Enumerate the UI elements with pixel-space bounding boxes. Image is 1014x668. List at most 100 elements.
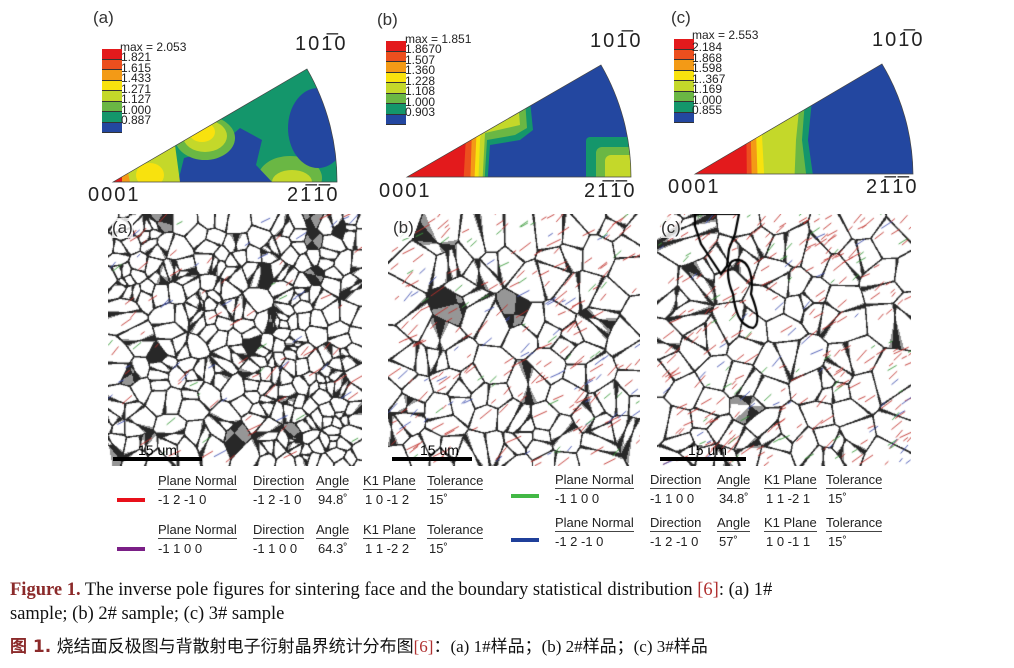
caption-en-line-2: sample; (b) 2# sample; (c) 3# sample: [10, 604, 285, 624]
colorbar-tick: 1.615: [121, 60, 152, 75]
colorbar-tick: 1.169: [692, 82, 723, 96]
colorbar-swatch: [386, 41, 406, 52]
pole-figure-b-corner-right: 21̅1̅0: [584, 180, 637, 202]
legend-value-k1-plane: 1 1 -2 2: [365, 541, 410, 556]
legend-value-k1-plane: 1 0 -1 1: [766, 534, 811, 549]
scale-bar-b: [392, 457, 472, 461]
legend-header: Direction: [253, 473, 305, 490]
legend-header: Plane Normal: [555, 472, 634, 489]
legend-value-tolerance: 15˚: [429, 541, 448, 556]
grain-boundary-map-c: [657, 214, 911, 466]
caption-zh-label: 图 1.: [10, 637, 52, 657]
legend-value-tolerance: 15˚: [828, 534, 847, 549]
colorbar-tick: 1..367: [692, 71, 726, 86]
scale-bar-c: [660, 457, 746, 461]
legend-header: Direction: [650, 515, 702, 532]
colorbar-swatch: [386, 83, 406, 94]
scale-bar-b-text: 15 um: [420, 442, 459, 458]
pole-figure-c-max: max = 2.553: [692, 28, 759, 42]
colorbar-swatch: [674, 81, 694, 92]
pole-figure-b-corner-top: 101̅0: [590, 30, 643, 52]
colorbar-tick: 1.598: [692, 61, 723, 75]
legend-header: Tolerance: [826, 472, 883, 489]
colorbar-tick: 2.184: [692, 40, 723, 54]
colorbar-swatch: [386, 104, 406, 115]
legend-header: K1 Plane: [363, 522, 416, 539]
colorbar-swatch: [674, 112, 694, 123]
caption-zh-ref[interactable]: [6]: [413, 637, 434, 656]
boundary-color-swatch: [117, 498, 145, 502]
colorbar-swatch: [102, 101, 122, 112]
pole-figure-b-ticks: 1.8670 1.507 1.360 1.228 1.108 1.000 0.903: [405, 43, 442, 119]
colorbar-tick: 1.821: [121, 50, 152, 64]
grain-boundary-map-b: [388, 214, 640, 466]
pole-figure-a-corner-left: 0001: [88, 184, 141, 206]
inverse-pole-figures: [111, 63, 914, 183]
grain-map-b-label: (b): [393, 218, 414, 238]
legend-value-k1-plane: 1 1 -2 1: [766, 491, 811, 506]
pole-figure-c-corner-right: 21̅1̅0: [866, 176, 919, 198]
legend-value-direction: -1 1 0 0: [253, 541, 298, 556]
caption-zh-text: 烧结面反极图与背散射电子衍射晶界统计分布图: [51, 637, 414, 657]
scale-bar-a: [113, 457, 202, 461]
legend-header: K1 Plane: [764, 472, 817, 489]
colorbar-tick: 1.000: [121, 102, 152, 117]
legend-value-tolerance: 15˚: [429, 492, 448, 507]
legend-header: Direction: [253, 522, 305, 539]
colorbar-tick: 0.887: [121, 113, 152, 127]
colorbar-swatch: [102, 70, 122, 81]
pole-figure-b-corner-left: 0001: [379, 180, 432, 202]
legend-value-direction: -1 2 -1 0: [253, 492, 302, 507]
legend-value-tolerance: 15˚: [828, 491, 847, 506]
caption-en-line-1: Figure 1. The inverse pole figures for s…: [10, 580, 772, 601]
legend-header: K1 Plane: [764, 515, 817, 532]
pole-figure-a-max: max = 2.053: [120, 40, 187, 54]
legend-header: Angle: [717, 472, 751, 489]
caption-zh: 图 1. 烧结面反极图与背散射电子衍射晶界统计分布图[6]：(a) 1#样品；(…: [10, 632, 708, 657]
pole-figure-b-max: max = 1.851: [405, 32, 472, 46]
caption-en-text: The inverse pole figures for sintering f…: [80, 580, 698, 600]
boundary-color-swatch: [511, 538, 539, 542]
colorbar-swatch: [386, 114, 406, 125]
legend-header: Tolerance: [427, 522, 484, 539]
caption-en-ref[interactable]: [6]: [697, 580, 719, 600]
pole-figure-c-corner-top: 101̅0: [872, 29, 925, 51]
grain-map-a-label: (a): [112, 218, 133, 238]
colorbar-swatch: [674, 60, 694, 71]
colorbar-swatch: [386, 72, 406, 83]
legend-value-plane-normal: -1 2 -1 0: [555, 534, 604, 549]
boundary-color-swatch: [511, 494, 539, 498]
colorbar-tick: 1.433: [121, 71, 152, 85]
colorbar-swatch: [386, 51, 406, 62]
legend-value-plane-normal: -1 1 0 0: [555, 491, 600, 506]
caption-zh-text-2: ：(a) 1#样品；(b) 2#样品；(c) 3#样品: [433, 637, 708, 656]
scale-bar-a-text: 15 um: [138, 442, 177, 458]
legend-value-k1-plane: 1 0 -1 2: [365, 492, 410, 507]
caption-en-label: Figure 1.: [10, 580, 81, 600]
colorbar-tick: 0.903: [405, 105, 436, 119]
pole-figure-a-colorbar: [102, 49, 122, 133]
boundary-color-swatch: [117, 547, 145, 551]
colorbar-tick: 1.108: [405, 84, 436, 98]
colorbar-swatch: [386, 93, 406, 104]
pole-figure-b-label: (b): [377, 10, 398, 29]
colorbar-tick: 1.868: [692, 50, 723, 65]
colorbar-swatch: [674, 91, 694, 102]
colorbar-swatch: [674, 49, 694, 60]
pole-figure-a-ticks: 1.821 1.615 1.433 1.271 1.127 1.000 0.887: [121, 50, 152, 127]
colorbar-swatch: [102, 80, 122, 91]
colorbar-swatch: [102, 91, 122, 102]
legend-header: K1 Plane: [363, 473, 416, 490]
colorbar-swatch: [674, 102, 694, 113]
colorbar-swatch: [102, 112, 122, 123]
pole-figure-a-corner-top: 101̅0: [295, 33, 348, 55]
grain-boundary-map-a: [108, 214, 362, 466]
pole-figure-c-ticks: 2.184 1.868 1.598 1..367 1.169 1.000 0.855: [692, 40, 726, 115]
legend-value-angle: 34.8˚: [719, 491, 749, 506]
legend-value-angle: 64.3˚: [318, 541, 348, 556]
colorbar-swatch: [102, 49, 122, 60]
colorbar-swatch: [674, 39, 694, 50]
legend-header: Angle: [316, 522, 350, 539]
grain-map-c-label: (c): [661, 218, 681, 238]
